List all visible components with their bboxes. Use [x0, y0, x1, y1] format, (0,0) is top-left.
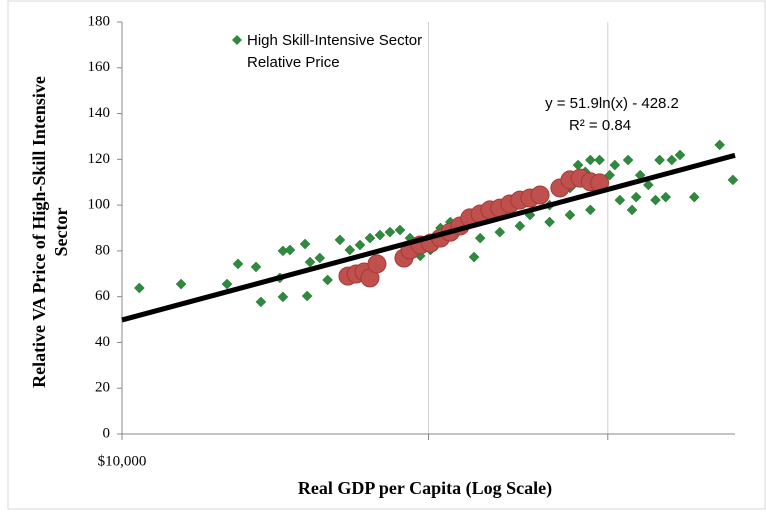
y-tick-label: 20 — [95, 380, 110, 396]
point — [614, 194, 626, 206]
trendline — [121, 152, 736, 323]
trendline-equation: y = 51.9ln(x) - 428.2 — [545, 95, 679, 112]
point — [572, 159, 584, 171]
point — [674, 149, 686, 161]
point — [585, 154, 596, 166]
point — [374, 229, 386, 241]
legend-marker — [232, 35, 242, 45]
point — [564, 209, 576, 221]
chart-border — [7, 0, 766, 510]
point — [544, 216, 555, 228]
point — [650, 194, 661, 206]
trendline-r2: R² = 0.84 — [569, 117, 631, 134]
point — [133, 282, 145, 294]
point — [514, 220, 526, 232]
y-tick-label: 140 — [88, 105, 111, 121]
point — [585, 204, 596, 216]
point — [384, 226, 396, 238]
y-tick-label: 160 — [88, 59, 111, 75]
point — [626, 204, 638, 216]
point — [494, 226, 506, 238]
x-tick-label: $10,000 — [98, 453, 147, 469]
y-tick-label: 100 — [88, 197, 111, 213]
point — [367, 254, 387, 274]
y-axis-title: Relative VA Price of High-Skill Intensiv… — [29, 76, 71, 388]
point — [727, 174, 739, 186]
point — [530, 185, 550, 205]
point — [474, 232, 486, 244]
point — [322, 274, 333, 286]
point — [660, 191, 672, 203]
point — [630, 191, 642, 203]
point — [232, 258, 244, 270]
point — [622, 154, 634, 166]
point — [221, 278, 233, 290]
point — [314, 252, 326, 264]
point — [175, 278, 187, 290]
point — [394, 224, 406, 236]
point — [594, 154, 605, 166]
point — [654, 154, 665, 166]
point — [301, 290, 313, 302]
point — [364, 232, 376, 244]
point — [250, 261, 262, 273]
point — [604, 169, 616, 181]
legend-label: High Skill-Intensive Sector Relative Pri… — [247, 32, 423, 71]
y-tick-label: 40 — [95, 334, 110, 350]
point — [277, 291, 289, 303]
point — [255, 296, 267, 308]
point — [284, 244, 296, 256]
y-tick-label: 80 — [95, 242, 110, 258]
y-tick-label: 0 — [103, 425, 111, 441]
point — [609, 159, 621, 171]
point — [304, 256, 316, 268]
point — [714, 139, 726, 151]
point — [642, 179, 654, 191]
point — [666, 154, 678, 166]
point — [468, 251, 480, 263]
point — [299, 238, 311, 250]
point — [354, 239, 366, 251]
y-tick-label: 60 — [95, 288, 110, 304]
x-axis-title: Real GDP per Capita (Log Scale) — [298, 478, 552, 499]
y-tick-label: 180 — [88, 13, 111, 29]
point — [688, 191, 700, 203]
point — [334, 234, 346, 246]
y-tick-label: 120 — [88, 151, 111, 167]
point — [344, 244, 356, 256]
